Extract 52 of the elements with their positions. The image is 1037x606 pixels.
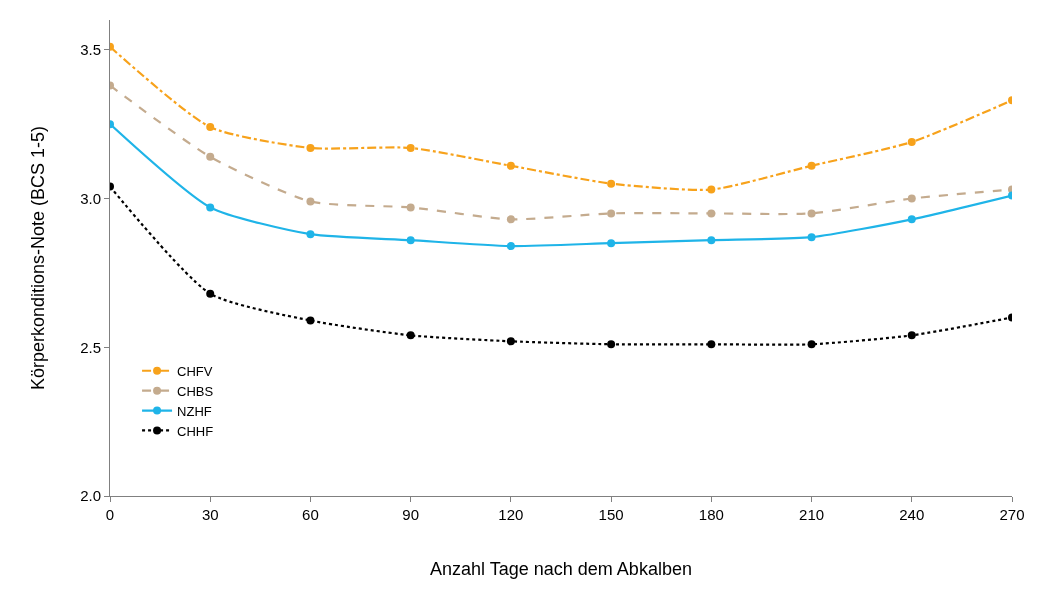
x-axis-title: Anzahl Tage nach dem Abkalben [430,559,692,580]
point [306,197,315,206]
y-tick-label: 3.0 [80,189,101,207]
point [707,340,716,349]
x-tick-label: 90 [402,506,420,523]
point [907,194,916,203]
x-tick-label: 270 [999,506,1025,523]
x-tick-label: 210 [799,506,825,523]
point [607,209,616,218]
point [907,215,916,224]
point [306,230,315,239]
point [707,236,716,245]
point [506,337,515,346]
point [907,331,916,340]
point [607,239,616,248]
point [607,179,616,188]
point [206,152,215,161]
x-tick-label: 60 [302,506,319,523]
point [306,143,315,152]
y-axis-title: Körperkonditions-Note (BCS 1-5) [28,125,49,391]
point [406,236,415,245]
point [406,203,415,212]
x-tick-label: 0 [105,506,115,523]
y-tick-label: 2.0 [80,487,101,505]
point [206,123,215,132]
legend-label: CHFV [177,363,213,379]
x-tick-label: 150 [598,506,624,523]
point [807,209,816,218]
legend-label: CHBS [177,383,214,399]
x-tick-label: 30 [201,506,219,523]
point [707,209,716,218]
legend-label: CHHF [177,423,214,439]
x-tick-label: 120 [498,506,524,523]
point [406,143,415,152]
point [506,242,515,251]
point [807,161,816,170]
legend-label: NZHF [177,403,212,419]
point [206,203,215,212]
point [506,161,515,170]
y-tick-label: 2.5 [80,338,101,356]
x-tick-label: 240 [899,506,925,523]
point [506,215,515,224]
x-tick-label: 180 [698,506,724,523]
point [607,340,616,349]
point [807,340,816,349]
point [807,233,816,242]
point [907,137,916,146]
y-tick-label: 3.5 [80,41,101,58]
point [206,289,215,298]
point [707,185,716,194]
point [406,331,415,340]
point [306,316,315,325]
